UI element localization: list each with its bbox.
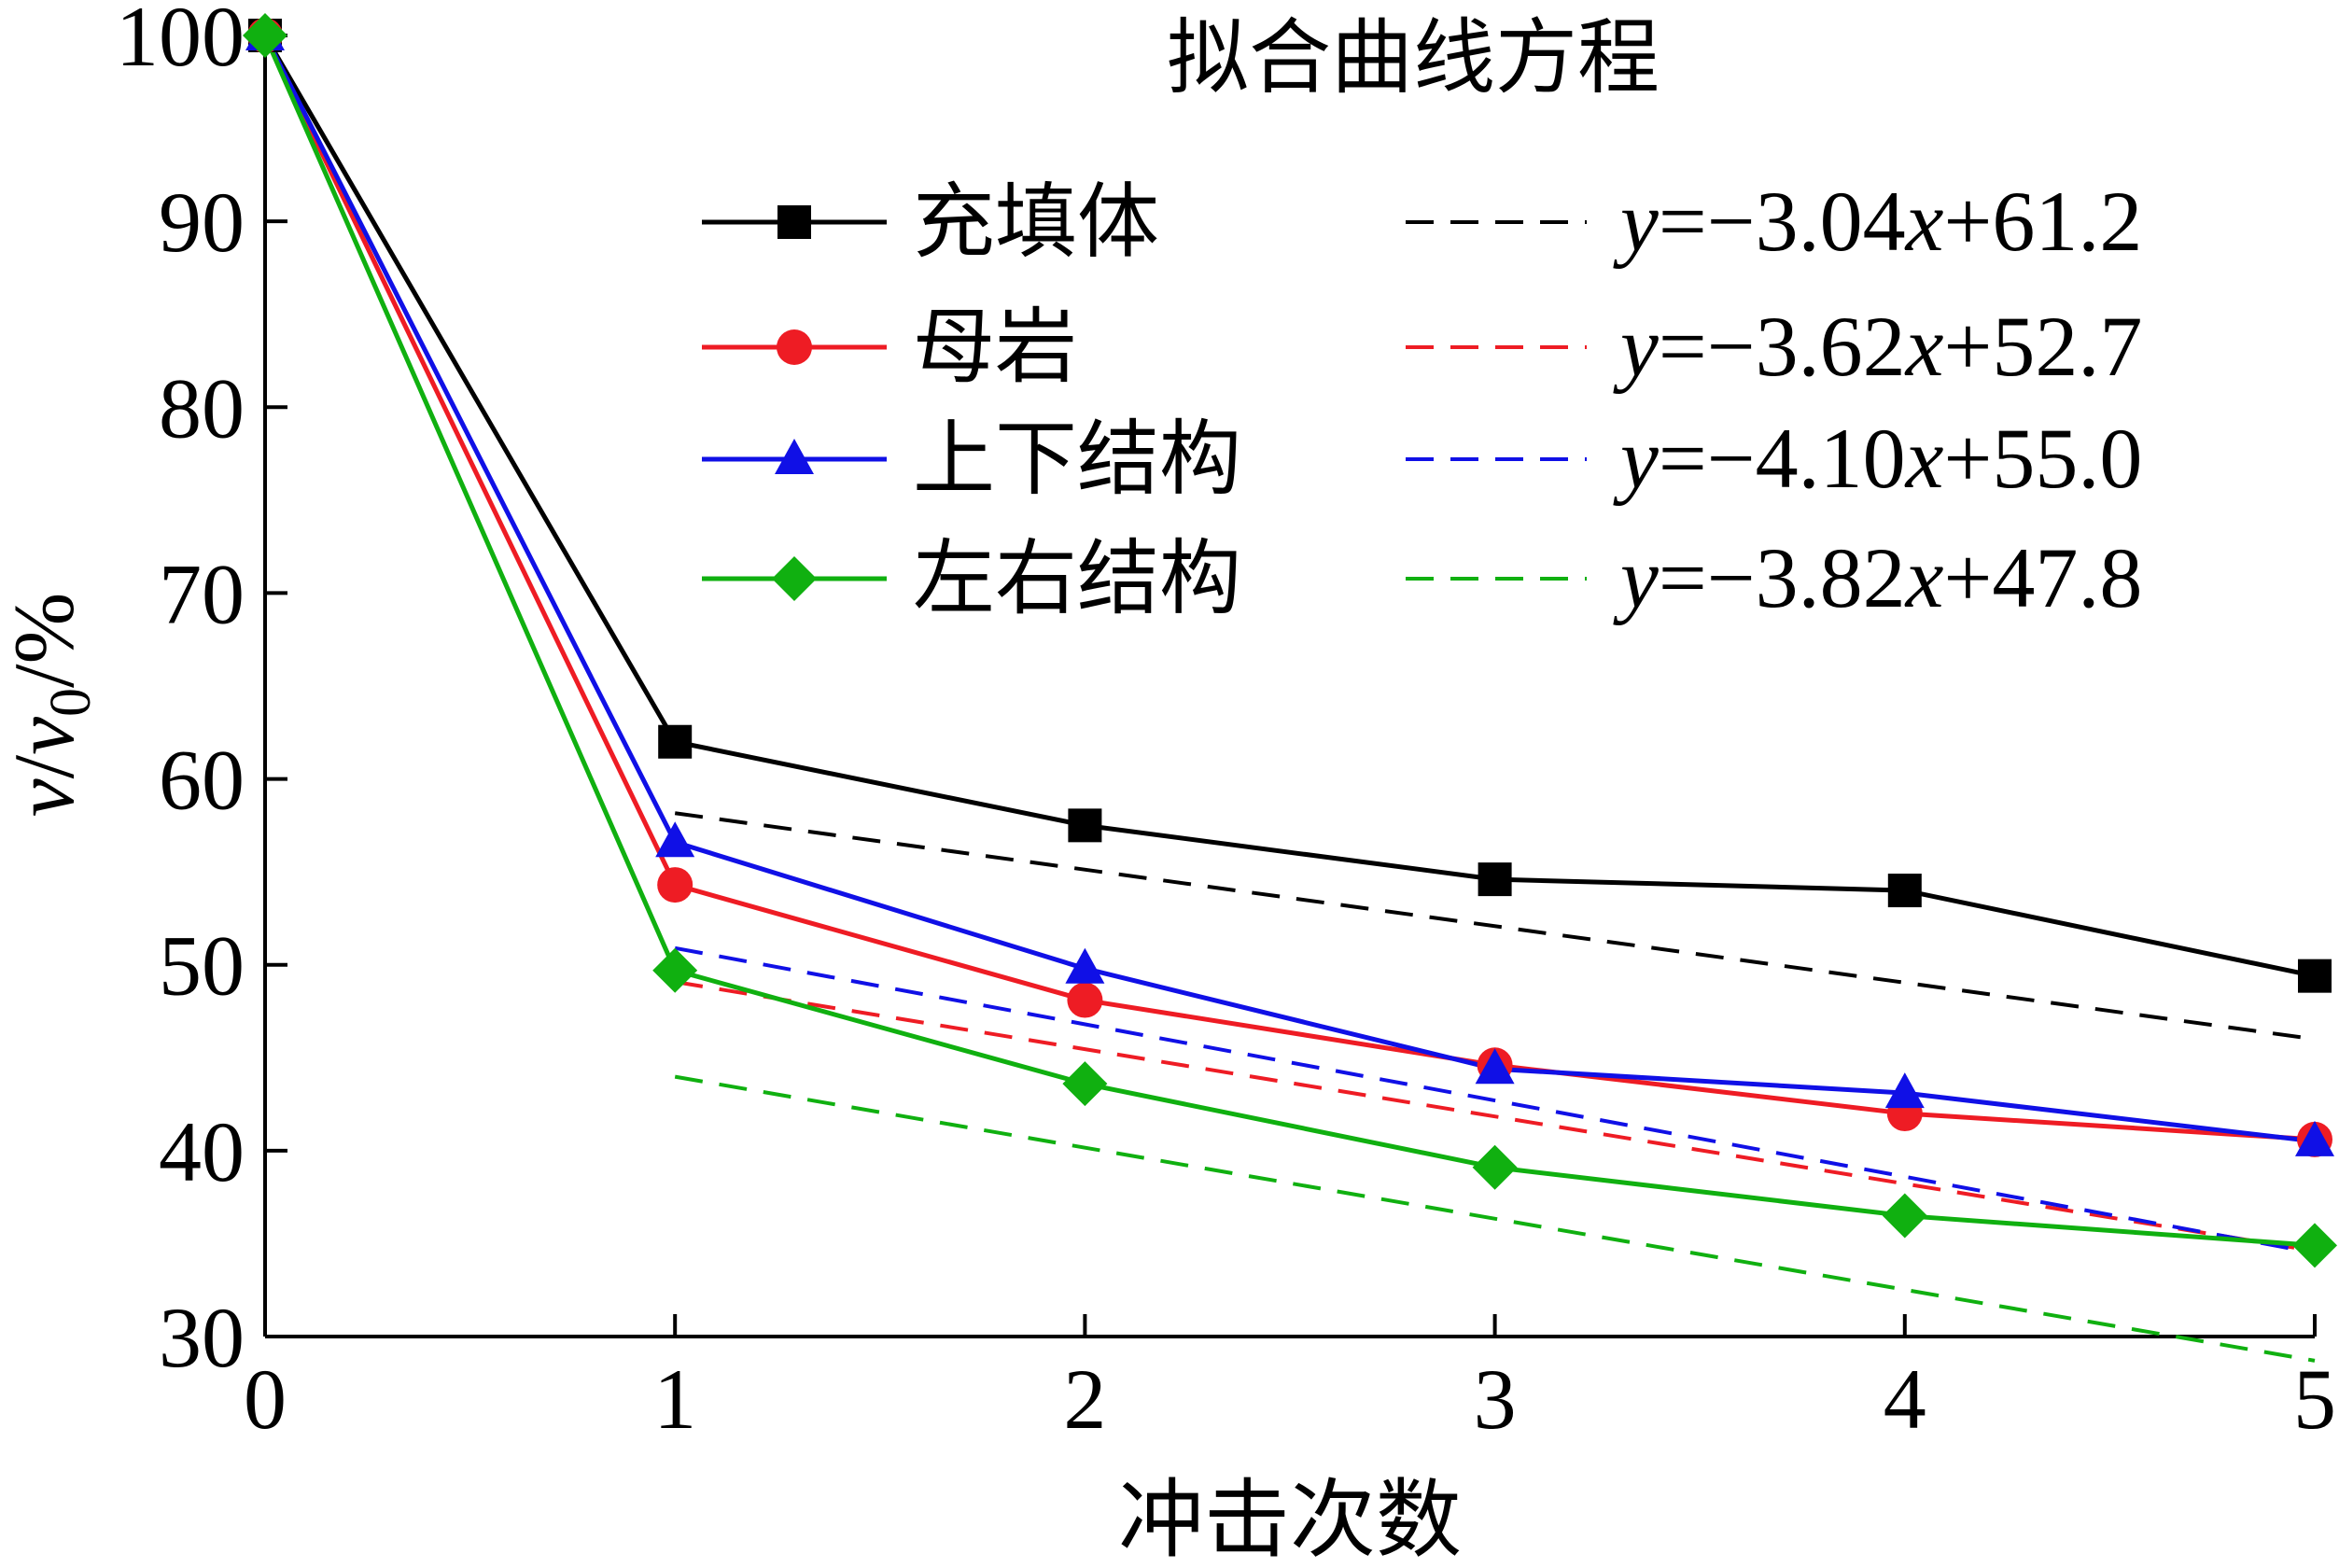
equation-intercept: +47.8 <box>1943 530 2142 625</box>
legend-marker <box>775 439 814 474</box>
y-tick-label: 30 <box>159 1290 245 1385</box>
series-markers <box>243 13 2337 1268</box>
equation-y: y <box>1613 174 1659 269</box>
y-tick-label: 40 <box>159 1104 245 1199</box>
data-point <box>1887 874 1922 908</box>
y-axis-title-slash: / <box>0 754 91 778</box>
series-line <box>262 34 2316 979</box>
y-axis-title-subscript: 0 <box>39 688 103 717</box>
equation-x: x <box>1904 299 1944 394</box>
data-point <box>2295 1120 2334 1156</box>
data-point <box>657 867 693 903</box>
y-axis-title-unit: /% <box>0 593 91 688</box>
equation-slope: =−3.62 <box>1659 299 1906 394</box>
x-axis-ticks: 0 1 2 3 4 5 <box>244 1314 2336 1447</box>
fit-line <box>674 945 2316 1255</box>
data-point <box>658 724 693 759</box>
fit-line <box>674 980 2316 1253</box>
series-line <box>262 34 2316 1142</box>
data-point <box>1065 947 1105 984</box>
series-lines <box>262 34 2316 1248</box>
equation-intercept: +52.7 <box>1943 299 2142 394</box>
fit-line <box>674 1074 2316 1363</box>
data-point <box>1068 808 1102 843</box>
y-axis-title-v0: v <box>0 717 91 755</box>
x-tick-label: 1 <box>653 1351 696 1447</box>
data-point <box>1882 1193 1927 1239</box>
equation-intercept: +55.0 <box>1943 411 2142 506</box>
data-point <box>1067 982 1103 1018</box>
x-tick-label: 4 <box>1884 1351 1926 1447</box>
data-point <box>655 821 695 858</box>
legend-label: 母岩 <box>913 299 1077 395</box>
fit-lines <box>674 811 2316 1363</box>
y-axis-title-v: v <box>0 778 91 817</box>
data-point <box>1478 862 1512 897</box>
data-point <box>1062 1061 1108 1107</box>
x-tick-label: 5 <box>2293 1351 2336 1447</box>
x-tick-label: 3 <box>1474 1351 1517 1447</box>
legend-label: 充填体 <box>913 174 1159 270</box>
series-line <box>262 34 2316 1144</box>
equation-slope: =−3.04 <box>1659 174 1906 269</box>
equation-intercept: +61.2 <box>1943 174 2142 269</box>
equation-x: x <box>1904 174 1944 269</box>
equation-y: y <box>1613 530 1659 625</box>
data-point <box>243 13 287 58</box>
legend-fit-equation: y=−3.82x+47.8 <box>1613 530 2142 625</box>
equation-slope: =−4.10 <box>1659 411 1906 506</box>
series-line <box>262 34 2316 1248</box>
legend: 拟合曲线方程 充填体 y=−3.04x+61.2母岩 y=−3.62x+52.7上下… <box>702 9 2142 626</box>
y-tick-label: 60 <box>159 733 245 828</box>
data-point <box>1472 1144 1518 1190</box>
legend-title: 拟合曲线方程 <box>1167 9 1660 105</box>
legend-label: 左右结构 <box>913 530 1241 626</box>
equation-x: x <box>1904 530 1944 625</box>
legend-fit-equation: y=−3.04x+61.2 <box>1613 174 2142 269</box>
equation-y: y <box>1613 411 1659 506</box>
fit-line <box>674 811 2316 1042</box>
equation-x: x <box>1904 411 1944 506</box>
data-point <box>2292 1223 2337 1268</box>
legend-label: 上下结构 <box>913 411 1241 507</box>
legend-marker <box>777 329 812 365</box>
plot-area: 0 1 2 3 4 5 30 40 50 60 70 80 90 100 <box>116 0 2337 1447</box>
legend-marker <box>772 556 817 601</box>
x-tick-label: 2 <box>1063 1351 1106 1447</box>
y-tick-label: 80 <box>159 360 245 455</box>
x-axis-title: 冲击次数 <box>1118 1470 1462 1568</box>
legend-marker <box>777 205 811 239</box>
y-tick-label: 50 <box>159 918 245 1014</box>
y-axis-title: v/v0/% <box>0 593 103 817</box>
y-tick-label: 100 <box>116 0 245 84</box>
y-axis-ticks: 30 40 50 60 70 80 90 100 <box>116 0 287 1385</box>
data-point <box>2298 959 2332 993</box>
data-point <box>652 947 698 993</box>
y-tick-label: 90 <box>159 175 245 270</box>
equation-slope: =−3.82 <box>1659 530 1906 625</box>
legend-fit-equation: y=−3.62x+52.7 <box>1613 299 2142 394</box>
legend-fit-equation: y=−4.10x+55.0 <box>1613 411 2142 506</box>
data-point <box>1475 1048 1515 1085</box>
x-tick-label: 0 <box>244 1351 287 1447</box>
equation-y: y <box>1613 299 1659 394</box>
data-point <box>1884 1072 1925 1109</box>
y-tick-label: 70 <box>159 546 245 641</box>
